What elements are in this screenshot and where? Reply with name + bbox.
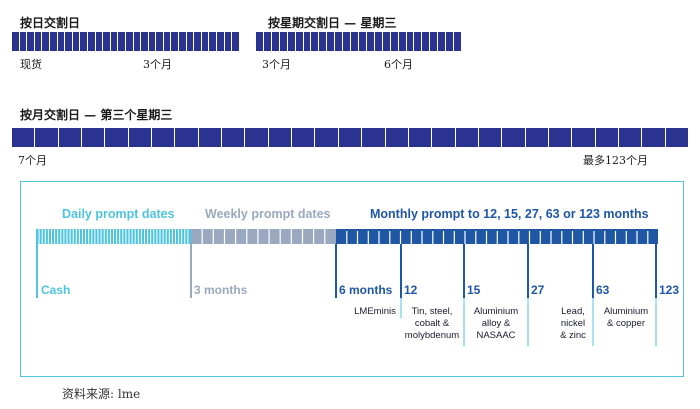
metal-aluminium-alloy-nasaac: Aluminium alloy & NASAAC — [473, 306, 519, 341]
monthly-category-label: Monthly prompt to 12, 15, 27, 63 or 123 … — [370, 207, 649, 221]
weekly-segments — [191, 229, 336, 244]
metal-aluminium-copper: Aluminium & copper — [603, 306, 649, 329]
weekly-header: 按星期交割日 — 星期三 — [268, 16, 397, 30]
tick-6-months: 6 months — [339, 283, 393, 297]
weekly-bar — [256, 32, 461, 51]
tick-27: 27 — [531, 283, 545, 297]
daily-label-3m: 3个月 — [143, 58, 172, 71]
daily-header: 按日交割日 — [20, 16, 81, 30]
monthly-bar — [12, 128, 688, 147]
daily-category-label: Daily prompt dates — [62, 207, 175, 221]
tick-123: 123 — [659, 283, 680, 297]
daily-bar — [12, 32, 239, 51]
prompt-diagram-frame — [20, 181, 684, 377]
tick-15: 15 — [467, 283, 481, 297]
source-note: 资料来源: lme — [62, 387, 141, 401]
weekly-category-label: Weekly prompt dates — [205, 207, 331, 221]
metal-lmeminis: LMEminis — [354, 306, 396, 317]
weekly-label-3m: 3个月 — [262, 58, 291, 71]
monthly-header: 按月交割日 — 第三个星期三 — [20, 108, 173, 122]
metal-lead-nickel-zinc: Lead, nickel & zinc — [560, 306, 586, 341]
daily-label-spot: 现货 — [20, 58, 42, 71]
monthly-label-7m: 7个月 — [18, 154, 47, 167]
tick-63: 63 — [596, 283, 610, 297]
monthly-label-123m: 最多123个月 — [583, 154, 648, 167]
tick-3-months: 3 months — [194, 283, 248, 297]
metal-tin-steel-cobalt-molybdenum: Tin, steel, cobalt & molybdenum — [404, 306, 460, 341]
weekly-label-6m: 6个月 — [384, 58, 413, 71]
tick-12: 12 — [404, 283, 418, 297]
tick-cash: Cash — [41, 283, 71, 297]
